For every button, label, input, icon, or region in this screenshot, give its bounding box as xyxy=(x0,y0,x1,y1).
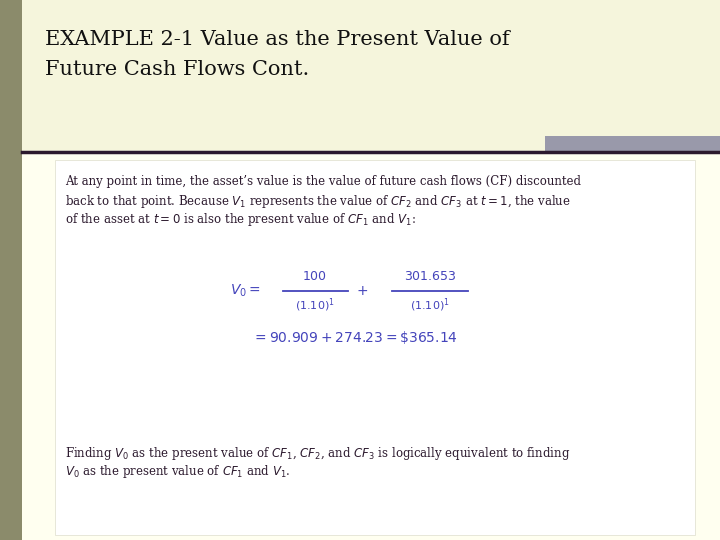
Text: of the asset at $t = 0$ is also the present value of $CF_1$ and $V_1$:: of the asset at $t = 0$ is also the pres… xyxy=(65,211,416,228)
Bar xyxy=(545,136,720,152)
Bar xyxy=(22,0,720,150)
Text: back to that point. Because $V_1$ represents the value of $CF_2$ and $CF_3$ at $: back to that point. Because $V_1$ repres… xyxy=(65,193,571,210)
Text: $100$: $100$ xyxy=(302,271,328,284)
Bar xyxy=(55,160,695,535)
Text: $301.653$: $301.653$ xyxy=(404,271,456,284)
Text: $= 90.909 + 274.23 = \$365.14$: $= 90.909 + 274.23 = \$365.14$ xyxy=(252,328,458,346)
Bar xyxy=(22,152,720,540)
Text: $+$: $+$ xyxy=(356,284,368,298)
Text: EXAMPLE 2-1 Value as the Present Value of: EXAMPLE 2-1 Value as the Present Value o… xyxy=(45,30,510,49)
Text: Future Cash Flows Cont.: Future Cash Flows Cont. xyxy=(45,60,310,79)
Text: $(1.10)^1$: $(1.10)^1$ xyxy=(410,296,450,314)
Text: At any point in time, the asset’s value is the value of future cash flows (CF) d: At any point in time, the asset’s value … xyxy=(65,175,581,188)
Bar xyxy=(0,0,22,540)
Text: Finding $V_0$ as the present value of $CF_1$, $CF_2$, and $CF_3$ is logically eq: Finding $V_0$ as the present value of $C… xyxy=(65,445,570,462)
Text: $V_0$ as the present value of $CF_1$ and $V_1$.: $V_0$ as the present value of $CF_1$ and… xyxy=(65,463,290,480)
Text: $V_0 =$: $V_0 =$ xyxy=(230,283,261,299)
Text: $(1.10)^1$: $(1.10)^1$ xyxy=(295,296,335,314)
